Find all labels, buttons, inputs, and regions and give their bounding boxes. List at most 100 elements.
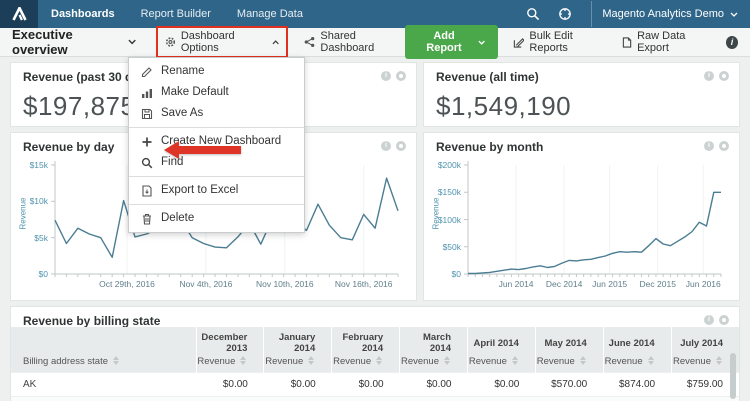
y-axis-tick-label: $5k: [34, 232, 48, 243]
card-title: Revenue by month: [436, 140, 544, 154]
y-axis-tick-label: $10k: [29, 196, 48, 207]
add-report-label: Add Report: [426, 30, 462, 54]
sort-icon: [444, 356, 451, 365]
revenue-cell: $0.00: [331, 396, 400, 401]
sort-icon: [308, 356, 315, 365]
menu-item-find[interactable]: Find: [129, 152, 304, 173]
revenue-line-series: [54, 177, 399, 259]
revenue-cell: $0.00: [399, 372, 468, 397]
state-cell: AK: [11, 372, 196, 397]
x-axis-tick-label: Nov 4th, 2016: [179, 279, 233, 289]
bulk-edit-reports-button[interactable]: Bulk Edit Reports: [513, 30, 608, 54]
month-column-header: December 2013: [195, 327, 264, 355]
x-axis-tick-label: Nov 10th, 2016: [255, 279, 314, 289]
chart-canvas: [464, 161, 722, 277]
report-gear-icon[interactable]: [396, 141, 406, 151]
dashboard-toolbar: Executive overview Dashboard Options Sha…: [0, 25, 750, 59]
x-axis-tick-label: Oct 29th, 2016: [99, 279, 155, 289]
state-cell: AL: [11, 396, 196, 401]
revenue-cell: $0.00: [603, 396, 672, 401]
share-icon: [305, 36, 315, 48]
excel-export-icon: [141, 184, 153, 197]
globe-icon[interactable]: [549, 7, 581, 21]
dashboard-selector[interactable]: Executive overview: [12, 27, 136, 57]
report-info-icon[interactable]: i: [381, 71, 391, 81]
menu-item-make-default[interactable]: Make Default: [129, 82, 304, 103]
metric-value: $197,875: [23, 91, 136, 121]
x-axis-tick-label: Dec 2015: [639, 279, 676, 289]
adobe-logo-icon: [11, 7, 27, 21]
sort-icon: [647, 356, 655, 365]
report-info-icon[interactable]: i: [704, 71, 714, 81]
sort-icon: [113, 356, 120, 365]
x-axis-tick-label: Jun 2014: [498, 279, 534, 289]
revenue-cell: $267.00: [263, 396, 332, 401]
menu-item-save-as[interactable]: Save As: [129, 103, 304, 124]
report-gear-icon[interactable]: [396, 71, 406, 81]
adobe-logo[interactable]: [0, 0, 38, 28]
revenue-sort-header[interactable]: Revenue: [534, 355, 604, 373]
report-gear-icon[interactable]: [719, 315, 729, 325]
table-scrollbar[interactable]: [730, 353, 736, 399]
dashboard-name: Executive overview: [12, 27, 73, 57]
menu-item-delete[interactable]: Delete: [129, 208, 304, 229]
y-axis-tick-label: $0: [451, 269, 461, 279]
y-axis-title: Revenue: [18, 196, 28, 230]
menu-item-create-new-dashboard[interactable]: Create New Dashboard: [129, 131, 304, 152]
nav-report-builder[interactable]: Report Builder: [140, 8, 211, 20]
revenue-sort-header[interactable]: Revenue: [467, 355, 536, 373]
dashboard-options-button[interactable]: Dashboard Options: [155, 26, 289, 58]
revenue-cell: $759.00: [671, 372, 739, 397]
revenue-sort-header[interactable]: Revenue: [602, 355, 672, 373]
y-axis-tick-label: $100k: [437, 214, 461, 225]
shared-dashboard-button[interactable]: Shared Dashboard: [304, 30, 404, 54]
dashboard-options-label: Dashboard Options: [180, 30, 235, 54]
menu-item-label: Save As: [161, 107, 204, 119]
revenue-cell: $570.00: [535, 372, 604, 397]
report-info-icon[interactable]: i: [704, 141, 714, 151]
annotation-arrow: [164, 141, 241, 159]
top-nav: Dashboards Report Builder Manage Data Ma…: [0, 0, 750, 28]
report-gear-icon[interactable]: [719, 71, 729, 81]
revenue-cell: $0.00: [671, 396, 739, 401]
account-name: Magento Analytics Demo: [602, 8, 724, 20]
report-gear-icon[interactable]: [719, 141, 729, 151]
month-column-header: May 2014: [534, 327, 604, 355]
trash-icon: [141, 213, 153, 225]
dashboard-options-menu: Rename Make Default Save As Create New D…: [128, 57, 305, 233]
account-menu[interactable]: Magento Analytics Demo: [602, 8, 738, 20]
revenue-cell: $874.00: [603, 372, 672, 397]
add-report-button[interactable]: Add Report: [404, 25, 498, 59]
chevron-up-icon: [272, 39, 279, 44]
gear-icon: [165, 37, 175, 47]
nav-dashboards[interactable]: Dashboards: [51, 8, 115, 20]
revenue-sort-header[interactable]: Revenue: [195, 355, 264, 373]
info-icon[interactable]: i: [726, 35, 738, 49]
raw-data-export-button[interactable]: Raw Data Export: [622, 30, 713, 54]
report-info-icon[interactable]: i: [381, 141, 391, 151]
state-column-header-spacer: [11, 327, 196, 355]
y-axis-tick-label: $15k: [29, 160, 48, 170]
report-info-icon[interactable]: i: [704, 315, 714, 325]
revenue-sort-header[interactable]: Revenue: [331, 355, 400, 373]
y-axis-tick-label: $0: [38, 269, 48, 279]
search-icon[interactable]: [517, 7, 549, 21]
revenue-sort-header[interactable]: Revenue: [670, 355, 739, 373]
revenue-cell: $0.00: [467, 372, 536, 397]
pencil-icon: [141, 66, 153, 78]
search-icon: [141, 157, 153, 169]
revenue-sort-header[interactable]: Revenue: [399, 355, 468, 373]
nav-manage-data[interactable]: Manage Data: [236, 8, 303, 20]
menu-item-rename[interactable]: Rename: [129, 61, 304, 82]
table-row: AK $0.00 $0.00 $0.00 $0.00 $0.00 $570.00 $874.0…: [11, 372, 739, 397]
bulk-edit-label: Bulk Edit Reports: [529, 30, 573, 54]
menu-item-export-to-excel[interactable]: Export to Excel: [129, 180, 304, 201]
menu-divider: [129, 176, 304, 177]
y-axis-tick-label: $150k: [437, 187, 461, 198]
revenue-cell: $0.00: [467, 396, 536, 401]
revenue-line-series: [468, 191, 721, 275]
billing-state-sort-header[interactable]: Billing address state: [11, 355, 196, 373]
revenue-cell: $0.00: [331, 372, 400, 397]
revenue-sort-header[interactable]: Revenue: [263, 355, 332, 373]
revenue-all-time-card: Revenue (all time) i $1,549,190: [423, 62, 740, 127]
